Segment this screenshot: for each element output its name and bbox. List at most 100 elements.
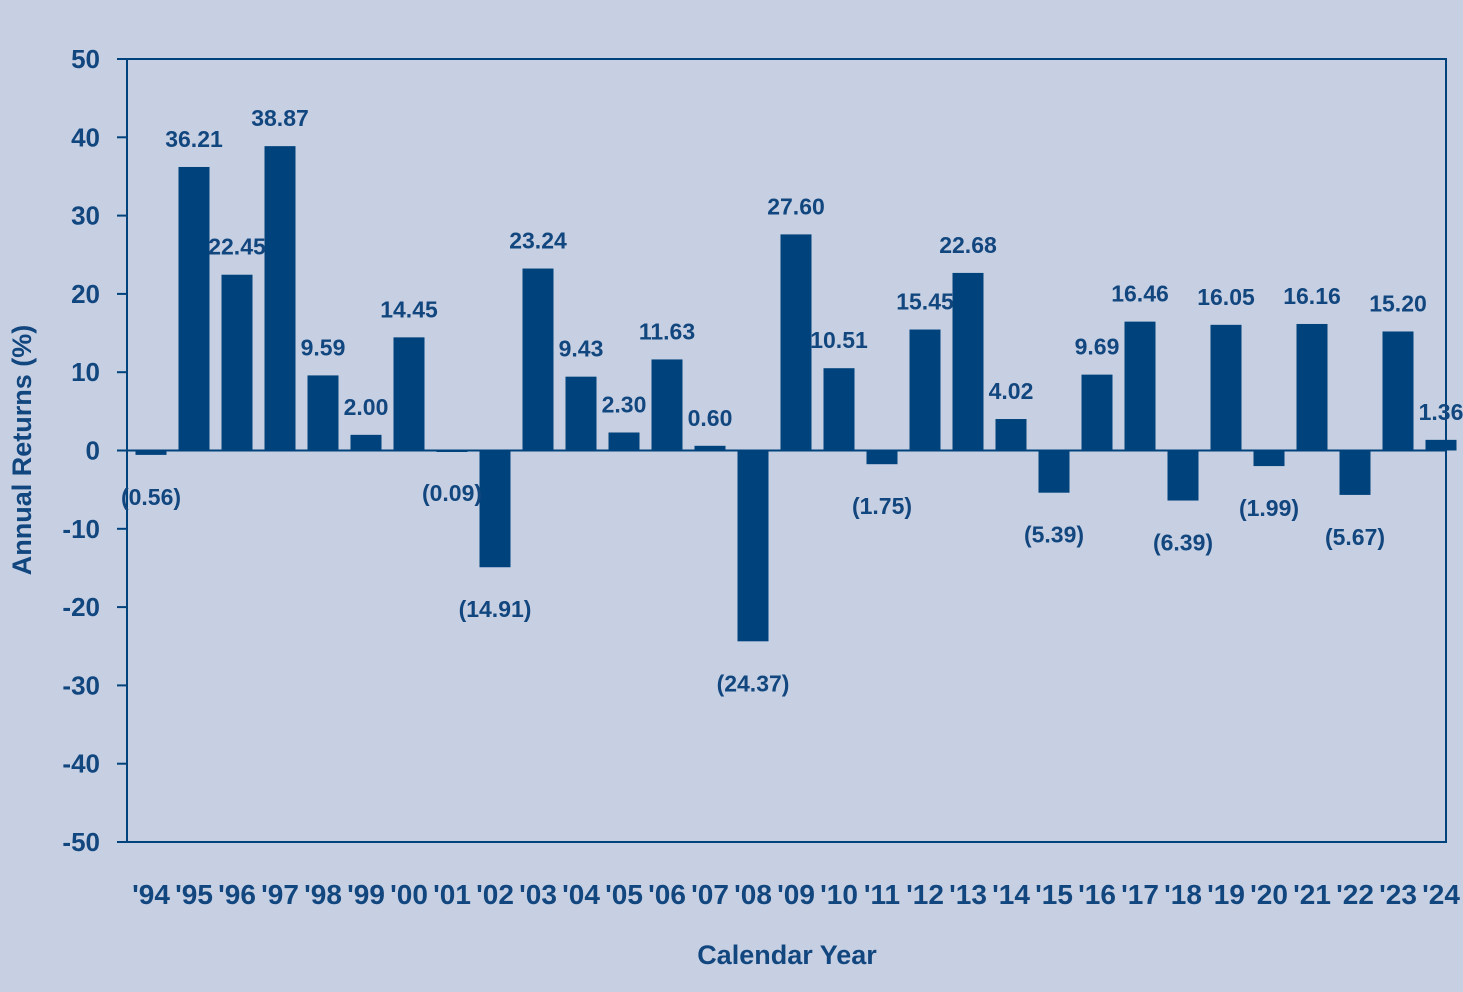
data-label: 16.16 bbox=[1283, 283, 1341, 309]
data-label: 22.68 bbox=[939, 232, 997, 258]
x-tick-label: '14 bbox=[992, 879, 1030, 910]
bar bbox=[780, 234, 812, 451]
x-tick-label: '06 bbox=[648, 879, 686, 910]
bar bbox=[651, 359, 683, 451]
x-tick-label: '22 bbox=[1336, 879, 1374, 910]
x-tick-label: '15 bbox=[1035, 879, 1073, 910]
data-label: 9.59 bbox=[301, 334, 346, 360]
x-tick-label: '12 bbox=[906, 879, 944, 910]
bar bbox=[909, 329, 941, 451]
bar bbox=[565, 376, 597, 451]
y-tick-labels: 50 40 30 20 10 0 -10 -20 -30 -40 -50 bbox=[62, 44, 100, 857]
bar bbox=[178, 166, 210, 451]
x-tick-label: '17 bbox=[1121, 879, 1159, 910]
data-label: 23.24 bbox=[509, 228, 567, 254]
x-tick-label: '23 bbox=[1379, 879, 1417, 910]
data-label: (0.09) bbox=[422, 480, 482, 506]
data-label: 9.69 bbox=[1075, 334, 1120, 360]
x-axis-title: Calendar Year bbox=[697, 940, 877, 970]
data-label: 36.21 bbox=[165, 126, 223, 152]
bar bbox=[1425, 439, 1457, 451]
bar bbox=[1210, 324, 1242, 451]
data-label: (24.37) bbox=[717, 670, 790, 696]
bar bbox=[264, 146, 296, 451]
x-tick-label: '01 bbox=[433, 879, 471, 910]
data-label: 2.00 bbox=[344, 394, 389, 420]
y-tick-label: 30 bbox=[71, 201, 100, 231]
bar bbox=[479, 450, 511, 568]
x-tick-label: '99 bbox=[347, 879, 385, 910]
x-tick-label: '08 bbox=[734, 879, 772, 910]
data-label: 4.02 bbox=[989, 378, 1034, 404]
y-tick-label: 0 bbox=[86, 436, 100, 466]
bar bbox=[1339, 450, 1371, 495]
data-label: 10.51 bbox=[810, 327, 868, 353]
y-tick-label: 40 bbox=[71, 122, 100, 152]
x-tick-label: '03 bbox=[519, 879, 557, 910]
bar bbox=[1124, 321, 1156, 451]
bar bbox=[1382, 331, 1414, 451]
x-tick-label: '96 bbox=[218, 879, 256, 910]
data-label: (1.99) bbox=[1239, 495, 1299, 521]
y-tick-label: 10 bbox=[71, 357, 100, 387]
x-tick-label: '95 bbox=[175, 879, 213, 910]
bar bbox=[952, 272, 984, 451]
x-tick-labels: '94'95'96'97'98'99'00'01'02'03'04'05'06 '… bbox=[132, 879, 1460, 910]
x-tick-label: '18 bbox=[1164, 879, 1202, 910]
bar bbox=[135, 450, 167, 455]
data-label: 15.45 bbox=[896, 289, 954, 315]
bar bbox=[1253, 450, 1285, 467]
y-tick-label: -20 bbox=[62, 592, 100, 622]
y-axis-title: Annual Returns (%) bbox=[7, 325, 37, 576]
bar bbox=[350, 434, 382, 451]
data-label: 15.20 bbox=[1369, 290, 1427, 316]
data-label: 11.63 bbox=[639, 318, 695, 344]
data-label: (14.91) bbox=[459, 596, 532, 622]
x-tick-label: '11 bbox=[864, 879, 900, 910]
data-label: (5.39) bbox=[1024, 522, 1084, 548]
y-tick-marks bbox=[117, 58, 127, 843]
data-label: 0.60 bbox=[688, 405, 733, 431]
x-tick-label: '10 bbox=[820, 879, 858, 910]
x-tick-label: '24 bbox=[1422, 879, 1460, 910]
bar bbox=[737, 450, 769, 642]
bar bbox=[436, 450, 468, 452]
bar bbox=[1167, 450, 1199, 501]
data-label: (1.75) bbox=[852, 493, 912, 519]
bar bbox=[221, 274, 253, 451]
x-tick-label: '07 bbox=[691, 879, 729, 910]
data-label: 38.87 bbox=[251, 105, 309, 131]
bar bbox=[995, 419, 1027, 451]
data-label: (5.67) bbox=[1325, 524, 1385, 550]
x-tick-label: '16 bbox=[1078, 879, 1116, 910]
data-label: 22.45 bbox=[208, 234, 266, 260]
x-tick-label: '04 bbox=[562, 879, 600, 910]
data-label: 16.46 bbox=[1111, 281, 1169, 307]
data-label: 16.05 bbox=[1197, 284, 1255, 310]
data-label: (6.39) bbox=[1153, 530, 1213, 556]
bar bbox=[1038, 450, 1070, 493]
x-tick-label: '20 bbox=[1250, 879, 1288, 910]
x-tick-label: '97 bbox=[261, 879, 299, 910]
y-tick-label: -10 bbox=[62, 514, 100, 544]
x-tick-label: '00 bbox=[390, 879, 428, 910]
bar bbox=[522, 268, 554, 451]
bar bbox=[866, 450, 898, 465]
x-tick-label: '21 bbox=[1293, 879, 1331, 910]
x-tick-label: '13 bbox=[949, 879, 987, 910]
bar bbox=[823, 368, 855, 451]
x-tick-label: '94 bbox=[132, 879, 170, 910]
y-tick-label: -50 bbox=[62, 827, 100, 857]
y-tick-label: 50 bbox=[71, 44, 100, 74]
x-tick-label: '05 bbox=[605, 879, 643, 910]
bars bbox=[135, 146, 1457, 642]
bar bbox=[1081, 374, 1113, 451]
data-label: 1.36 bbox=[1419, 399, 1463, 425]
data-label: 2.30 bbox=[602, 391, 647, 417]
x-tick-label: '09 bbox=[777, 879, 815, 910]
bar bbox=[694, 445, 726, 451]
bar bbox=[307, 375, 339, 451]
x-tick-label: '19 bbox=[1207, 879, 1245, 910]
